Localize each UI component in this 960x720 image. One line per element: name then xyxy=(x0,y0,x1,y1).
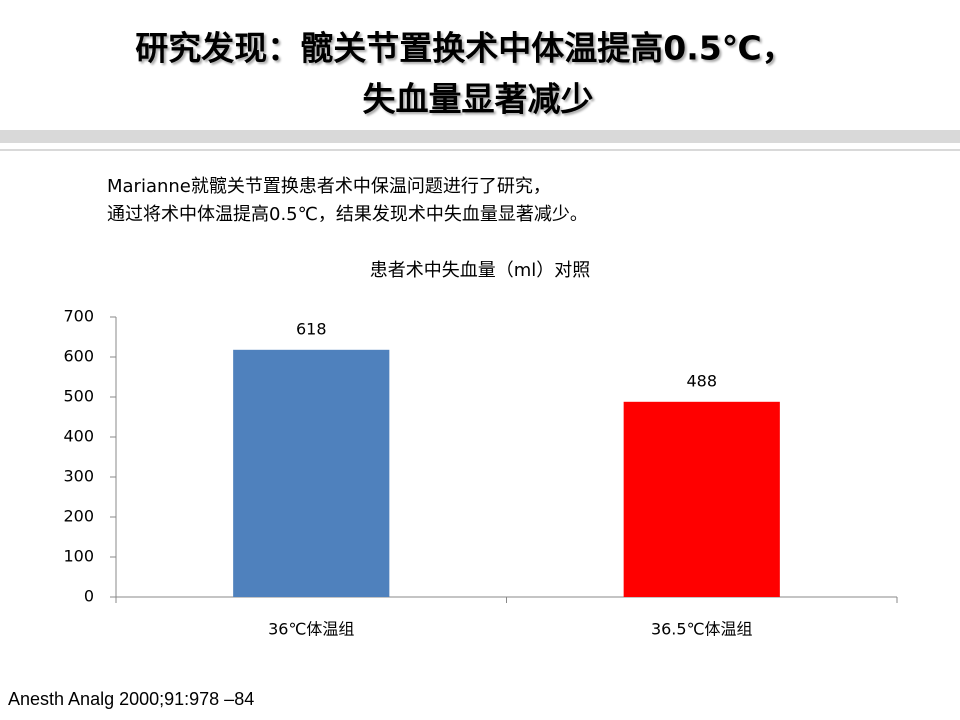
y-tick-label: 0 xyxy=(84,587,94,606)
y-tick-label: 400 xyxy=(63,427,94,446)
slide-title: 失血量显著减少 xyxy=(363,80,594,119)
y-tick-label: 200 xyxy=(63,507,94,526)
description: 通过将术中体温提高0.5℃，结果发现术中失血量显著减少。 xyxy=(107,204,588,225)
description: Marianne就髋关节置换患者术中保温问题进行了研究， xyxy=(107,176,551,197)
y-tick-label: 500 xyxy=(63,387,94,406)
x-tick-label: 36℃体温组 xyxy=(268,620,354,639)
chart-title: 患者术中失血量（ml）对照 xyxy=(370,260,591,281)
y-tick-label: 100 xyxy=(63,547,94,566)
bar xyxy=(233,349,390,597)
slide-title: 研究发现：髋关节置换术中体温提高0.5℃， xyxy=(135,29,794,68)
x-tick-label: 36.5℃体温组 xyxy=(651,620,753,639)
data-label: 488 xyxy=(686,371,717,390)
bar xyxy=(623,401,780,597)
y-tick-label: 600 xyxy=(63,347,94,366)
data-label: 618 xyxy=(296,319,327,338)
y-tick-label: 300 xyxy=(63,467,94,486)
y-tick-label: 700 xyxy=(63,307,94,326)
header-band xyxy=(0,130,960,143)
citation: Anesth Analg 2000;91:978 –84 xyxy=(8,689,254,709)
